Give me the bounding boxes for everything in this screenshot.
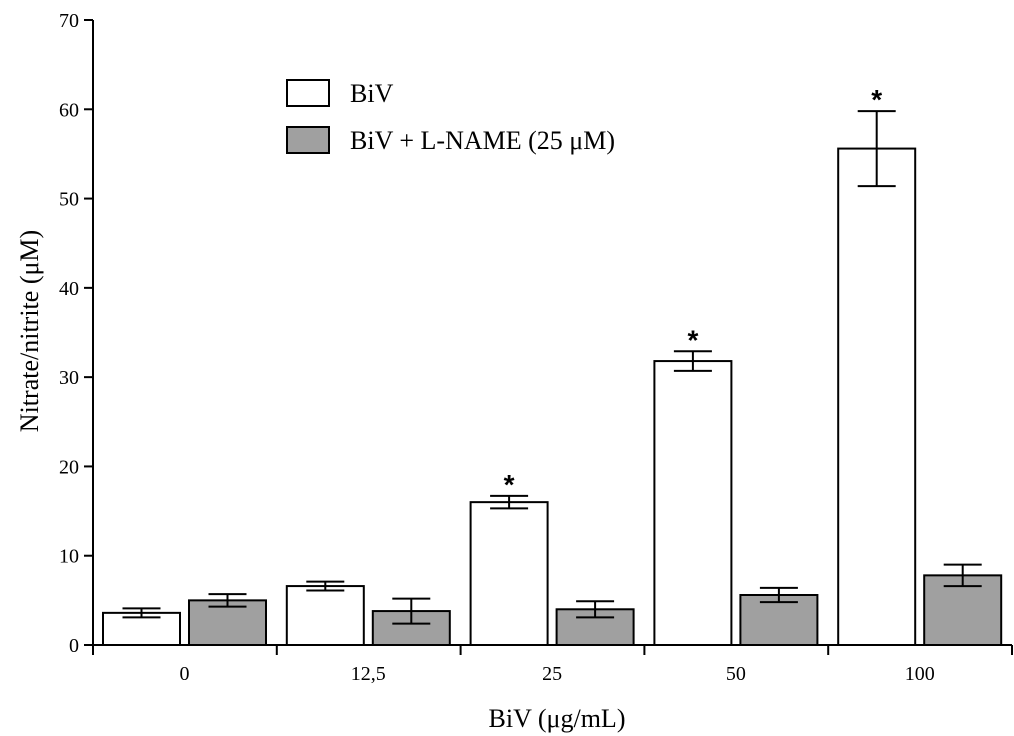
x-tick-label: 12,5 <box>351 663 386 685</box>
legend-swatch <box>286 79 330 107</box>
legend: BiV BiV + L-NAME (25 μM) <box>286 79 615 155</box>
x-tick-label: 25 <box>542 663 562 685</box>
x-axis: 0 12,5 25 50 100 <box>92 644 1013 685</box>
y-axis-title: Nitrate/nitrite (μM) <box>15 230 44 432</box>
bar-biv <box>102 611 181 646</box>
legend-label: BiV <box>350 79 394 108</box>
y-tick-label: 70 <box>59 10 79 32</box>
y-axis: 0 10 20 30 40 50 60 70 <box>59 10 94 657</box>
significance-star: * <box>504 469 515 500</box>
y-tick-label: 50 <box>59 189 79 211</box>
y-tick-label: 20 <box>59 456 79 478</box>
bar-biv <box>285 585 365 646</box>
x-axis-title: BiV (μg/mL) <box>489 704 626 733</box>
y-tick-label: 10 <box>59 546 79 568</box>
bar-biv <box>837 147 917 646</box>
significance-star: * <box>687 324 698 355</box>
y-tick-label: 40 <box>59 278 79 300</box>
significance-star: * <box>871 84 882 115</box>
x-tick-label: 100 <box>905 663 935 685</box>
bar-biv <box>653 360 733 646</box>
y-tick-label: 30 <box>59 367 79 389</box>
bar-biv <box>469 501 549 646</box>
x-tick-label: 50 <box>726 663 746 685</box>
legend-label: BiV + L-NAME (25 μM) <box>350 126 615 155</box>
bar-biv-lname <box>739 594 819 646</box>
y-tick-label: 60 <box>59 99 79 121</box>
bar-biv-lname <box>188 599 267 646</box>
bars: * * * <box>102 84 1003 646</box>
x-tick-label: 0 <box>180 663 190 685</box>
y-tick-label: 0 <box>69 635 79 657</box>
legend-swatch <box>286 126 330 154</box>
